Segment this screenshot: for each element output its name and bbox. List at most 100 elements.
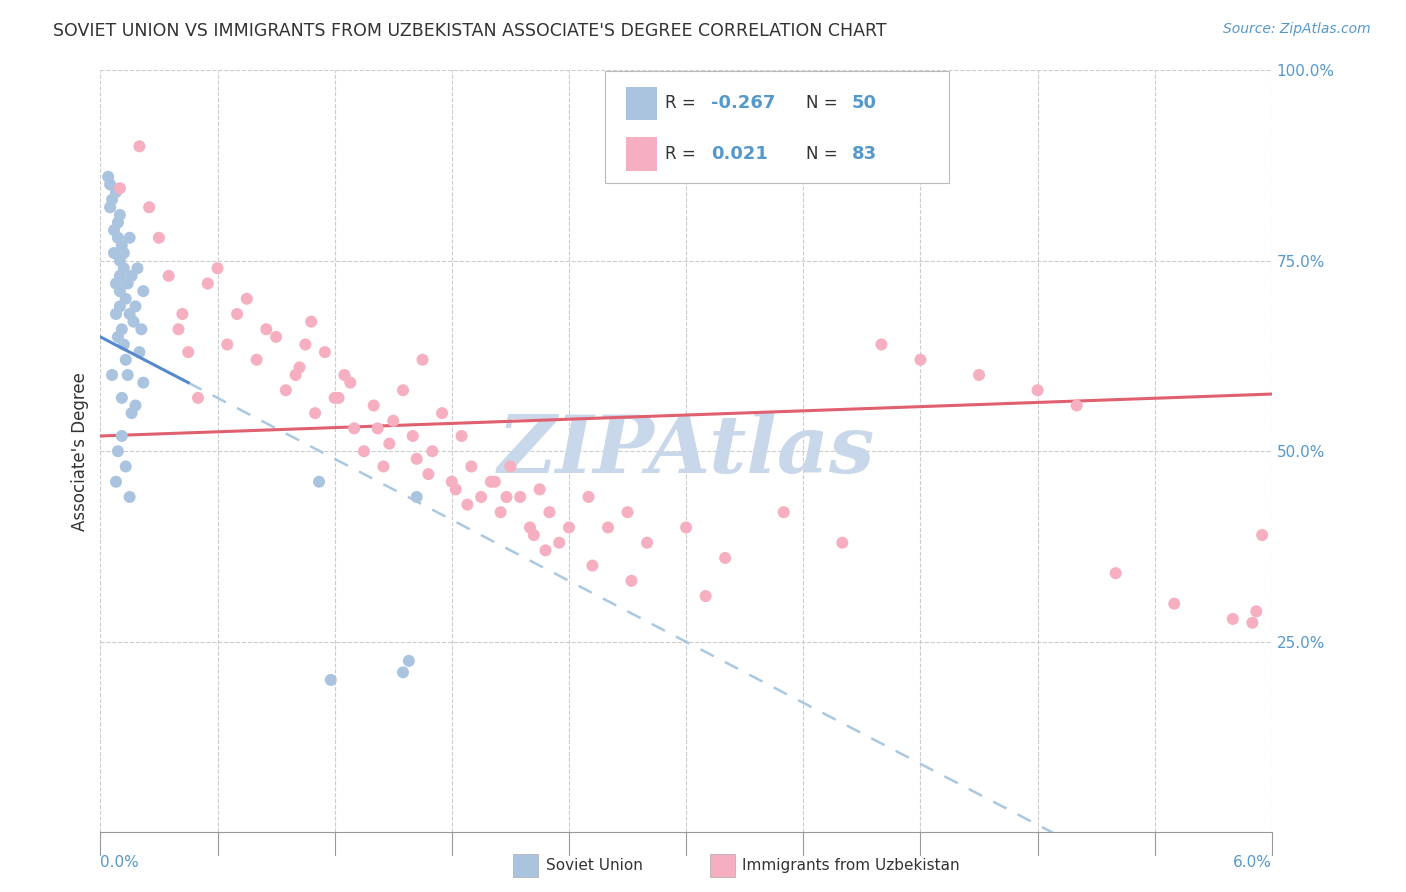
Point xyxy=(108,253,131,268)
Point xyxy=(107,231,129,245)
Text: N =: N = xyxy=(806,145,842,163)
Point xyxy=(107,215,129,229)
Text: 83: 83 xyxy=(852,145,877,163)
Point xyxy=(430,406,453,420)
Point xyxy=(333,368,356,382)
Point xyxy=(456,498,478,512)
Point xyxy=(398,654,420,668)
Point xyxy=(177,345,200,359)
Point xyxy=(714,551,737,566)
Point xyxy=(284,368,307,382)
Point xyxy=(98,178,121,192)
Point xyxy=(405,490,427,504)
Point xyxy=(98,200,121,214)
Point xyxy=(405,451,427,466)
Point xyxy=(114,459,136,474)
Point xyxy=(450,429,472,443)
Point xyxy=(378,436,401,450)
Point xyxy=(132,376,155,390)
Text: Source: ZipAtlas.com: Source: ZipAtlas.com xyxy=(1223,22,1371,37)
Text: Immigrants from Uzbekistan: Immigrants from Uzbekistan xyxy=(742,858,960,872)
Point xyxy=(118,490,141,504)
Point xyxy=(772,505,794,519)
Point xyxy=(402,429,425,443)
Point xyxy=(197,277,219,291)
Point xyxy=(254,322,277,336)
Point xyxy=(157,268,180,283)
Point xyxy=(444,483,467,497)
Text: R =: R = xyxy=(665,145,702,163)
Point xyxy=(128,139,150,153)
Text: 6.0%: 6.0% xyxy=(1233,855,1272,870)
Point xyxy=(108,299,131,313)
Point xyxy=(112,246,135,260)
Point xyxy=(127,261,149,276)
Point xyxy=(1066,399,1088,413)
Point xyxy=(118,307,141,321)
Point xyxy=(479,475,502,489)
Point xyxy=(870,337,893,351)
Point xyxy=(373,459,395,474)
Point xyxy=(108,284,131,298)
Text: 50: 50 xyxy=(852,95,877,112)
Point xyxy=(1222,612,1244,626)
Point xyxy=(440,475,463,489)
Point xyxy=(121,406,143,420)
Point xyxy=(308,475,330,489)
Point xyxy=(1026,383,1049,397)
Text: 0.0%: 0.0% xyxy=(100,855,139,870)
Point xyxy=(299,315,322,329)
Text: N =: N = xyxy=(806,95,842,112)
Point xyxy=(104,475,127,489)
Point xyxy=(111,238,134,252)
Point xyxy=(353,444,375,458)
Text: ZIPAtlas: ZIPAtlas xyxy=(498,412,875,490)
Text: 0.021: 0.021 xyxy=(711,145,768,163)
Point xyxy=(1251,528,1274,542)
Point xyxy=(558,520,581,534)
Point xyxy=(172,307,194,321)
Point xyxy=(420,444,443,458)
Point xyxy=(167,322,190,336)
Point xyxy=(148,231,170,245)
Point xyxy=(294,337,316,351)
Point xyxy=(967,368,990,382)
Point xyxy=(103,246,125,260)
Point xyxy=(1241,615,1264,630)
Point xyxy=(831,535,853,549)
Point xyxy=(328,391,350,405)
Point xyxy=(187,391,209,405)
Point xyxy=(519,520,541,534)
Point xyxy=(323,391,346,405)
Point xyxy=(392,383,415,397)
Point xyxy=(529,483,551,497)
Point xyxy=(578,490,600,504)
Point xyxy=(104,185,127,199)
Point xyxy=(636,535,658,549)
Point xyxy=(132,284,155,298)
Point xyxy=(97,169,120,184)
Point xyxy=(489,505,512,519)
Point xyxy=(111,391,134,405)
Point xyxy=(596,520,619,534)
Point xyxy=(107,444,129,458)
Text: R =: R = xyxy=(665,95,702,112)
Point xyxy=(695,589,717,603)
Point xyxy=(207,261,229,276)
Point xyxy=(367,421,389,435)
Point xyxy=(314,345,336,359)
Point xyxy=(523,528,546,542)
Point xyxy=(343,421,366,435)
Point xyxy=(111,322,134,336)
Point xyxy=(1246,604,1268,618)
Point xyxy=(217,337,239,351)
Point xyxy=(538,505,561,519)
Point xyxy=(245,352,267,367)
Point xyxy=(124,299,146,313)
Text: Soviet Union: Soviet Union xyxy=(546,858,643,872)
Point xyxy=(581,558,603,573)
Point xyxy=(118,231,141,245)
Point xyxy=(616,505,638,519)
Point xyxy=(111,429,134,443)
Point xyxy=(114,352,136,367)
